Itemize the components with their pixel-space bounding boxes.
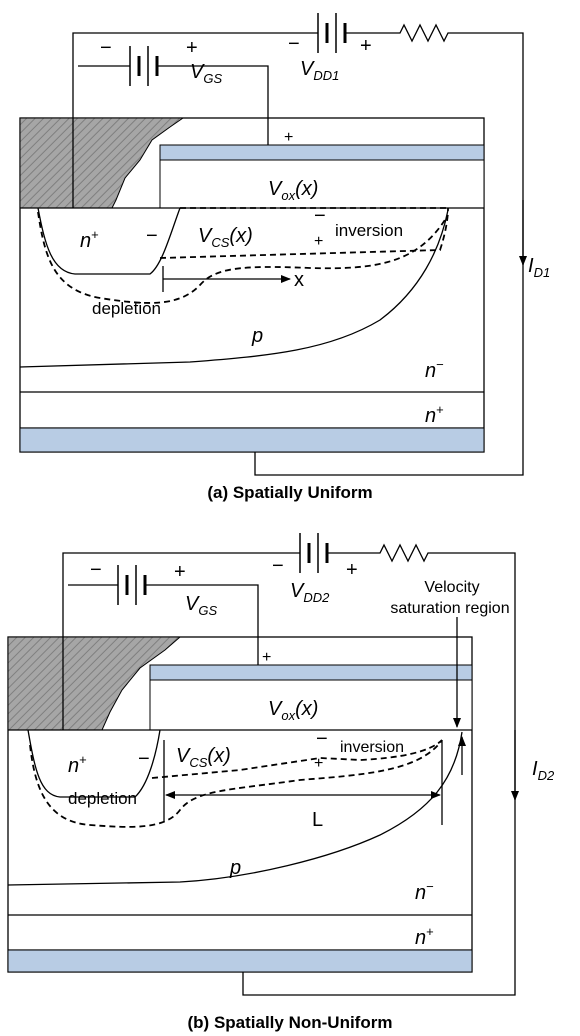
vdd-plus: + (360, 35, 372, 57)
caption: (a) Spatially Uniform (207, 483, 372, 502)
vcs-plus: + (314, 233, 323, 250)
vgs-minus: − (90, 559, 102, 581)
vcs-label-part: (x) (207, 745, 230, 767)
circuit-part (145, 585, 258, 665)
inversion-label: inversion (335, 221, 403, 240)
vox-label-part: (x) (295, 698, 318, 720)
source-label-part: + (79, 752, 87, 767)
n-plus-label-part: + (436, 402, 444, 417)
vgs-label: VGS (185, 593, 217, 618)
caption: (b) Spatially Non-Uniform (188, 1013, 393, 1032)
vcs-label-part: (x) (229, 225, 252, 247)
depletion-label: depletion (68, 789, 137, 808)
source-label-part: n (68, 755, 79, 777)
n-plus-label: n+ (425, 402, 444, 427)
n-minus-label: n− (415, 879, 434, 904)
source-label-part: + (91, 227, 99, 242)
vcs-minus: − (316, 728, 328, 750)
vdd-minus: − (288, 33, 300, 55)
velocity-label: Velocity (424, 579, 479, 596)
diagram: − + VGS − + VDD1 + Vox(x) n+ − VCS(x) − … (0, 0, 580, 1036)
n-minus-label: n− (425, 357, 444, 382)
device-part (38, 208, 180, 274)
device-part (20, 118, 183, 208)
circuit-part (255, 25, 523, 475)
n-minus-label-part: n (425, 360, 436, 382)
depletion-label: depletion (92, 299, 161, 318)
vdd-label-part: DD2 (303, 590, 330, 605)
n-plus-label-part: n (415, 927, 426, 949)
vcs-label-part: CS (211, 235, 229, 250)
inversion-label: inversion (340, 739, 404, 756)
n-plus-label: n+ (415, 924, 434, 949)
device-part (8, 950, 472, 972)
n-plus-label-part: + (426, 924, 434, 939)
current-label: ID2 (532, 758, 555, 783)
p-label: p (229, 857, 241, 879)
panel-a: − + VGS − + VDD1 + Vox(x) n+ − VCS(x) − … (20, 13, 550, 502)
source-label: n+ (80, 227, 99, 252)
vcs-label: VCS(x) (176, 745, 231, 770)
vgs-plus: + (174, 561, 186, 583)
vgs-label-part: GS (203, 71, 222, 86)
panel-b: − + VGS − + VDD2 Velocity saturation reg… (8, 533, 555, 1032)
vcs-label-part: CS (189, 755, 207, 770)
vcs-label: VCS(x) (198, 225, 253, 250)
p-label: p (251, 325, 263, 347)
vgs-minus: − (100, 37, 112, 59)
vdd-label: VDD1 (300, 58, 339, 83)
vox-label-part: (x) (295, 178, 318, 200)
vdd-plus: + (346, 559, 358, 581)
vgs-label-part: GS (198, 603, 217, 618)
source-minus: − (138, 748, 150, 770)
vox-label-part: ox (281, 708, 295, 723)
n-minus-label-part: − (436, 357, 444, 372)
vgs-plus: + (186, 37, 198, 59)
current-label: ID1 (528, 255, 550, 280)
gate-plus: + (284, 129, 293, 146)
vcs-minus: − (314, 205, 326, 227)
vdd-label: VDD2 (290, 580, 330, 605)
source-label-part: n (80, 230, 91, 252)
length-label: L (312, 809, 323, 831)
velocity-label: saturation region (390, 600, 509, 617)
x-axis-label: x (294, 269, 304, 291)
device-part (20, 428, 484, 452)
n-plus-label-part: n (425, 405, 436, 427)
n-minus-label-part: − (426, 879, 434, 894)
n-minus-label-part: n (415, 882, 426, 904)
vox-label-part: ox (281, 188, 295, 203)
device (20, 118, 484, 452)
vgs-label: VGS (190, 61, 222, 86)
current-label-part: D2 (538, 768, 555, 783)
device-part (150, 665, 472, 680)
gate-plus: + (262, 649, 271, 666)
vdd-label-part: DD1 (313, 68, 339, 83)
vcs-plus: + (314, 755, 323, 772)
circuit (73, 13, 523, 475)
device-part (160, 160, 484, 208)
source-minus: − (146, 225, 158, 247)
vdd-minus: − (272, 555, 284, 577)
source-label: n+ (68, 752, 87, 777)
device-part (160, 145, 484, 160)
current-label-part: D1 (534, 265, 551, 280)
